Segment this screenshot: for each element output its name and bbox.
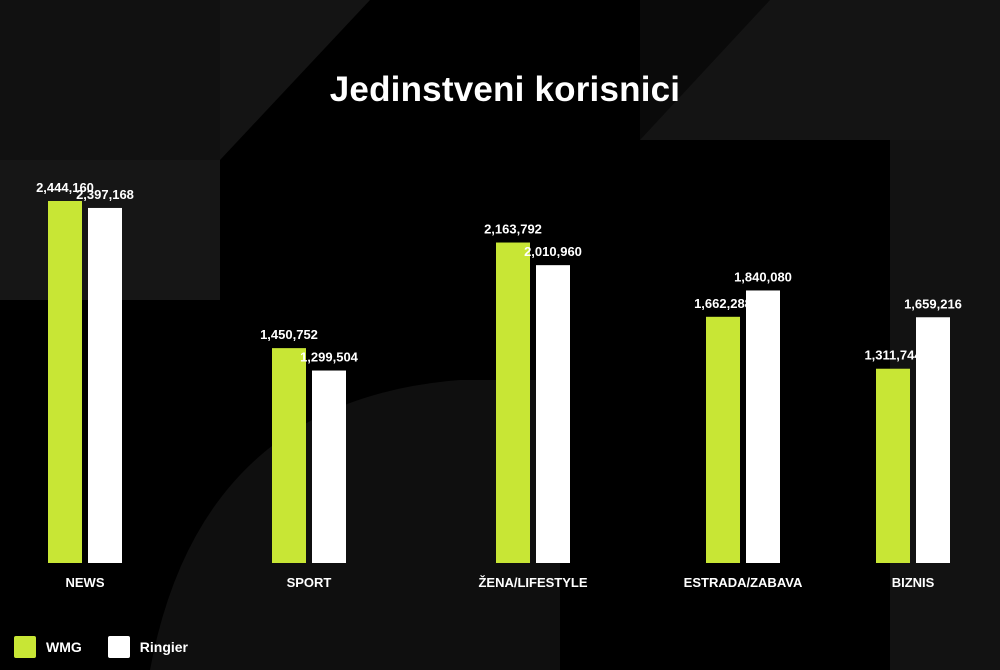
bar-ringier	[536, 265, 570, 563]
bg-shape	[220, 0, 370, 160]
data-label-ringier: 2,397,168	[76, 187, 134, 202]
bar-wmg	[48, 201, 82, 563]
legend: WMG Ringier	[14, 634, 214, 660]
data-label-ringier: 2,010,960	[524, 244, 582, 259]
data-label-wmg: 1,450,752	[260, 327, 318, 342]
bg-shape	[0, 0, 220, 160]
legend-item-wmg: WMG	[14, 636, 82, 658]
data-label-wmg: 1,311,744	[864, 348, 922, 363]
bg-shape	[640, 0, 770, 140]
legend-swatch-ringier	[107, 636, 130, 658]
category-label: ŽENA/LIFESTYLE	[478, 575, 587, 590]
legend-label-wmg: WMG	[46, 639, 82, 655]
category-label: BIZNIS	[892, 575, 935, 590]
data-label-wmg: 2,444,160	[36, 180, 94, 195]
bar-wmg	[706, 316, 740, 563]
data-label-ringier: 1,840,080	[734, 269, 792, 284]
bar-wmg	[496, 242, 530, 563]
data-label-ringier: 1,299,504	[300, 350, 359, 365]
bar-ringier	[916, 317, 950, 563]
bar-ringier	[312, 370, 346, 563]
data-label-wmg: 2,163,792	[484, 222, 542, 237]
category-label: ESTRADA/ZABAVA	[684, 575, 803, 590]
chart-title: Jedinstveni korisnici	[329, 70, 681, 109]
data-label-wmg: 1,662,288	[694, 296, 752, 311]
data-label-ringier: 1,659,216	[904, 296, 962, 311]
category-label: SPORT	[287, 575, 332, 590]
bar-ringier	[746, 290, 780, 563]
legend-item-ringier: Ringier	[107, 636, 188, 658]
bar-ringier	[88, 207, 122, 563]
bar-wmg	[272, 348, 306, 563]
bg-shape	[150, 380, 560, 670]
legend-label-ringier: Ringier	[139, 639, 188, 655]
bar-wmg	[876, 368, 910, 563]
category-label: NEWS	[66, 575, 105, 590]
legend-swatch-wmg	[14, 636, 36, 658]
